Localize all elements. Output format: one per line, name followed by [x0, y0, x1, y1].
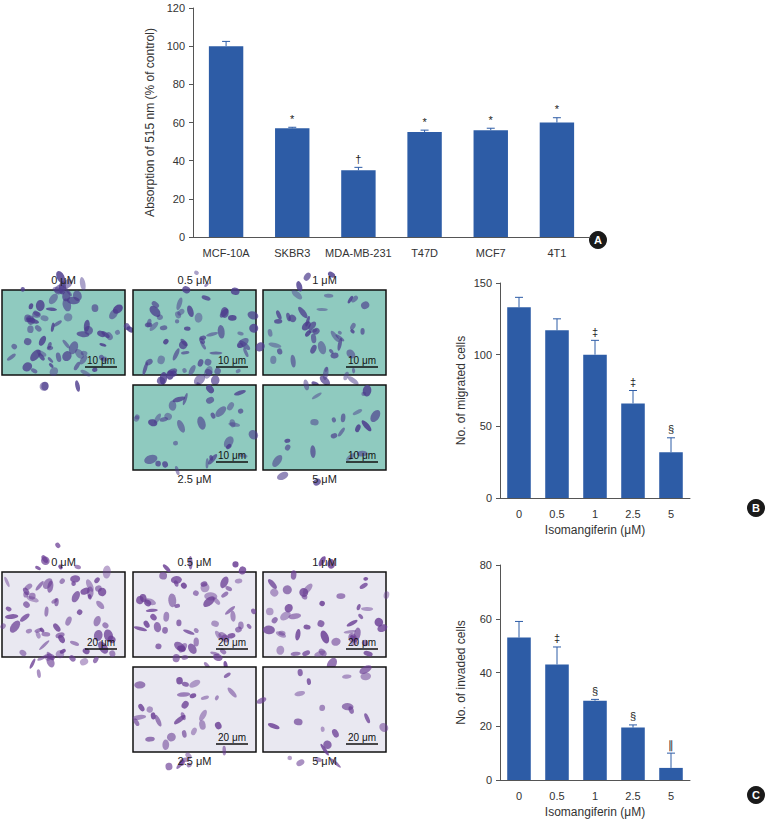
svg-text:‡: ‡ [592, 326, 598, 338]
svg-text:MCF7: MCF7 [476, 247, 506, 259]
svg-text:0: 0 [179, 231, 185, 243]
svg-text:Isomangiferin (μM): Isomangiferin (μM) [545, 805, 645, 819]
svg-text:10 μm: 10 μm [218, 355, 246, 366]
svg-text:*: * [489, 114, 494, 126]
svg-text:0.5 μM: 0.5 μM [178, 556, 212, 568]
svg-text:†: † [355, 153, 361, 165]
svg-text:50: 50 [480, 420, 492, 432]
svg-text:100: 100 [167, 40, 185, 52]
svg-text:Absorption of 515 nm (% of con: Absorption of 515 nm (% of control) [143, 28, 157, 217]
svg-text:10 μm: 10 μm [87, 355, 115, 366]
svg-text:10 μm: 10 μm [348, 450, 376, 461]
svg-text:MDA-MB-231: MDA-MB-231 [325, 247, 392, 259]
svg-text:10 μm: 10 μm [218, 450, 246, 461]
svg-text:No. of invaded cells: No. of invaded cells [454, 620, 468, 725]
svg-text:20 μm: 20 μm [218, 637, 246, 648]
svg-text:5: 5 [668, 508, 674, 520]
svg-text:20 μm: 20 μm [348, 732, 376, 743]
svg-text:0.5: 0.5 [549, 790, 564, 802]
svg-text:1: 1 [592, 790, 598, 802]
svg-text:10 μm: 10 μm [348, 355, 376, 366]
svg-text:B: B [752, 502, 760, 514]
svg-text:2.5 μM: 2.5 μM [178, 473, 212, 485]
svg-text:5 μM: 5 μM [312, 473, 337, 485]
svg-text:80: 80 [173, 78, 185, 90]
svg-text:0.5: 0.5 [549, 508, 564, 520]
svg-text:0 μM: 0 μM [51, 274, 76, 286]
svg-text:150: 150 [474, 277, 492, 289]
svg-text:0.5 μM: 0.5 μM [178, 274, 212, 286]
svg-text:20: 20 [173, 193, 185, 205]
svg-text:MCF-10A: MCF-10A [203, 247, 251, 259]
svg-text:*: * [290, 113, 295, 125]
svg-text:20 μm: 20 μm [218, 732, 246, 743]
svg-text:2.5 μM: 2.5 μM [178, 755, 212, 767]
svg-text:20 μm: 20 μm [87, 637, 115, 648]
svg-text:5: 5 [668, 790, 674, 802]
svg-text:4T1: 4T1 [547, 247, 566, 259]
svg-text:C: C [752, 789, 760, 801]
svg-text:1 μM: 1 μM [312, 274, 337, 286]
svg-text:60: 60 [480, 613, 492, 625]
svg-text:0: 0 [516, 508, 522, 520]
svg-text:0: 0 [516, 790, 522, 802]
svg-text:0 μM: 0 μM [51, 556, 76, 568]
svg-text:SKBR3: SKBR3 [274, 247, 310, 259]
svg-text:40: 40 [173, 155, 185, 167]
svg-text:5 μM: 5 μM [312, 755, 337, 767]
svg-text:60: 60 [173, 117, 185, 129]
svg-text:80: 80 [480, 559, 492, 571]
svg-text:40: 40 [480, 667, 492, 679]
svg-text:§: § [592, 685, 598, 697]
svg-text:Isomangiferin (μM): Isomangiferin (μM) [545, 523, 645, 537]
svg-text:0: 0 [486, 774, 492, 786]
svg-text:0: 0 [486, 492, 492, 504]
svg-text:100: 100 [474, 349, 492, 361]
svg-text:T47D: T47D [411, 247, 438, 259]
svg-text:‡: ‡ [630, 376, 636, 388]
svg-text:20 μm: 20 μm [348, 637, 376, 648]
svg-text:§: § [668, 423, 674, 435]
svg-text:120: 120 [167, 2, 185, 14]
svg-text:∥: ∥ [668, 739, 674, 752]
svg-text:20: 20 [480, 720, 492, 732]
svg-text:2.5: 2.5 [625, 790, 640, 802]
svg-text:1: 1 [592, 508, 598, 520]
svg-text:No. of migrated cells: No. of migrated cells [454, 336, 468, 445]
svg-text:*: * [422, 116, 427, 128]
svg-text:*: * [555, 103, 560, 115]
svg-text:A: A [594, 234, 602, 246]
svg-text:§: § [630, 710, 636, 722]
svg-text:1 μM: 1 μM [312, 556, 337, 568]
svg-text:‡: ‡ [554, 632, 560, 644]
svg-text:2.5: 2.5 [625, 508, 640, 520]
